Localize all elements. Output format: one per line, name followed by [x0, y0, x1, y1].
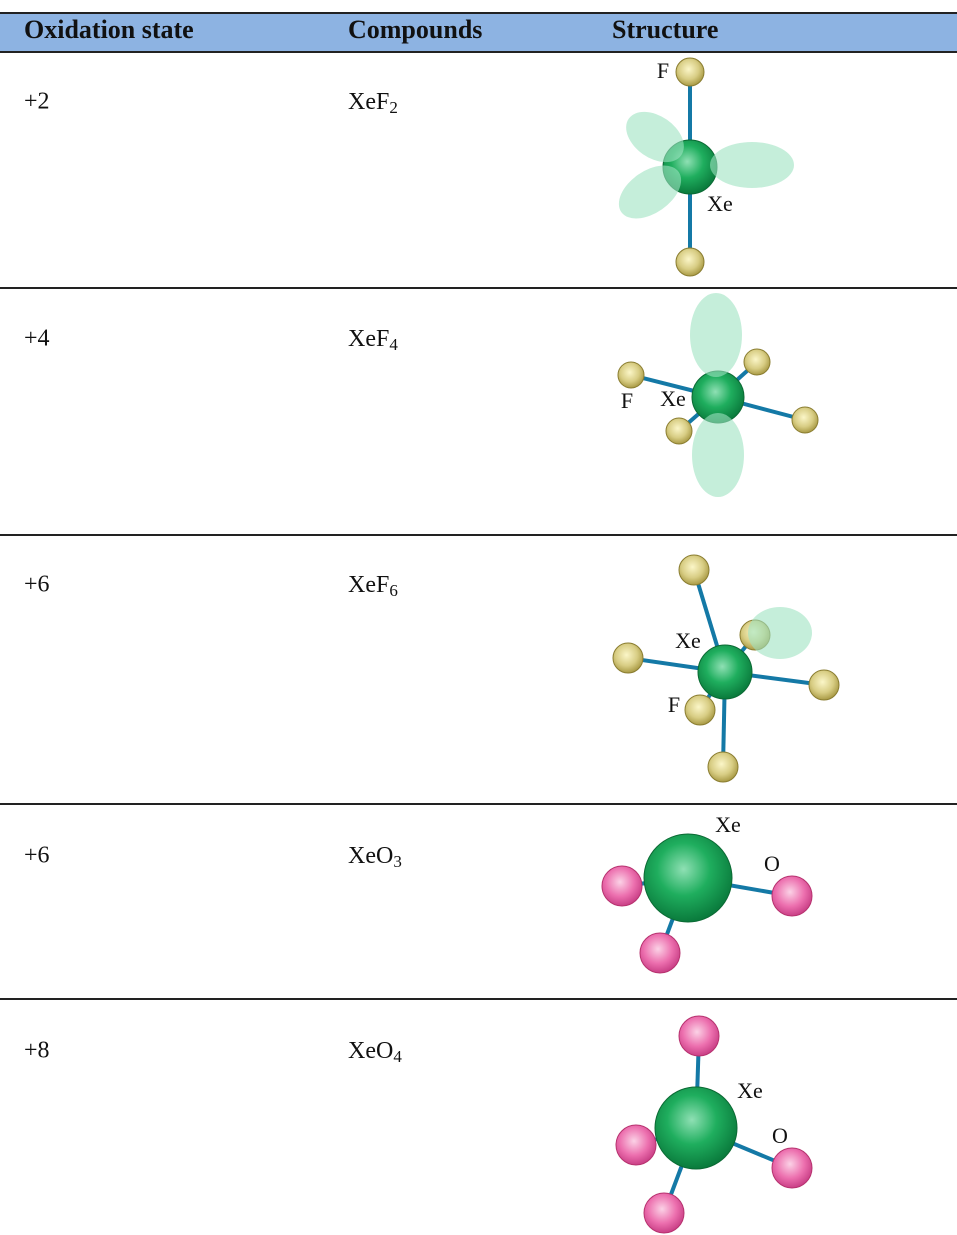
atom-label: F — [621, 388, 633, 413]
oxidation-state: +6 — [24, 843, 50, 869]
compound-subscript: 4 — [393, 1047, 402, 1066]
compound: XeO3 — [348, 843, 402, 871]
atom — [639, 932, 681, 974]
atom — [675, 57, 705, 87]
compound-base: XeO — [348, 1038, 393, 1064]
structure: F Xe — [617, 293, 819, 497]
oxidation-state: +8 — [24, 1038, 50, 1064]
column-header: Oxidation state — [24, 15, 194, 44]
atom — [808, 669, 840, 701]
atom-label: Xe — [715, 812, 741, 837]
atom — [601, 865, 643, 907]
header-band — [0, 13, 957, 52]
compound-subscript: 6 — [389, 581, 398, 600]
structure: F Xe — [618, 57, 794, 277]
lone-pair — [626, 111, 684, 163]
atom-label: O — [772, 1123, 788, 1148]
structure: Xe O — [615, 1015, 813, 1234]
lone-pair — [710, 142, 794, 188]
compound: XeF4 — [348, 326, 398, 354]
atom — [612, 642, 644, 674]
lone-pair — [692, 413, 744, 497]
atom-label: Xe — [737, 1078, 763, 1103]
compound-base: XeF — [348, 89, 389, 115]
atom — [665, 417, 693, 445]
compound: XeF2 — [348, 89, 398, 117]
compound: XeO4 — [348, 1038, 402, 1066]
atom — [678, 1015, 720, 1057]
xe-atom — [643, 833, 733, 923]
atom — [743, 348, 771, 376]
xe-atom — [697, 644, 753, 700]
atom — [707, 751, 739, 783]
atom — [771, 1147, 813, 1189]
oxidation-state: +4 — [24, 326, 50, 352]
compound-base: XeF — [348, 326, 389, 352]
atom-label: O — [764, 851, 780, 876]
atom-label: Xe — [707, 191, 733, 216]
structure: Xe O — [601, 812, 813, 974]
column-header: Compounds — [348, 15, 482, 44]
xe-atom — [654, 1086, 738, 1170]
atom-label: F — [657, 58, 669, 83]
compound-subscript: 2 — [389, 98, 398, 117]
compound-subscript: 3 — [393, 852, 402, 871]
atom-label: Xe — [675, 628, 701, 653]
oxidation-state: +2 — [24, 89, 50, 115]
structure: Xe F — [612, 554, 840, 783]
compound-base: XeF — [348, 572, 389, 598]
compound: XeF6 — [348, 572, 398, 600]
atom-label: F — [668, 692, 680, 717]
lone-pair — [748, 607, 812, 659]
lone-pair — [618, 165, 682, 219]
atom — [675, 247, 705, 277]
column-header: Structure — [612, 15, 718, 44]
atom — [617, 361, 645, 389]
atom — [771, 875, 813, 917]
atom — [678, 554, 710, 586]
compound-base: XeO — [348, 843, 393, 869]
atom — [643, 1192, 685, 1234]
atom-label: Xe — [660, 386, 686, 411]
lone-pair — [690, 293, 742, 377]
atom — [615, 1124, 657, 1166]
atom — [791, 406, 819, 434]
compound-subscript: 4 — [389, 335, 398, 354]
oxidation-state: +6 — [24, 572, 50, 598]
atom — [684, 694, 716, 726]
